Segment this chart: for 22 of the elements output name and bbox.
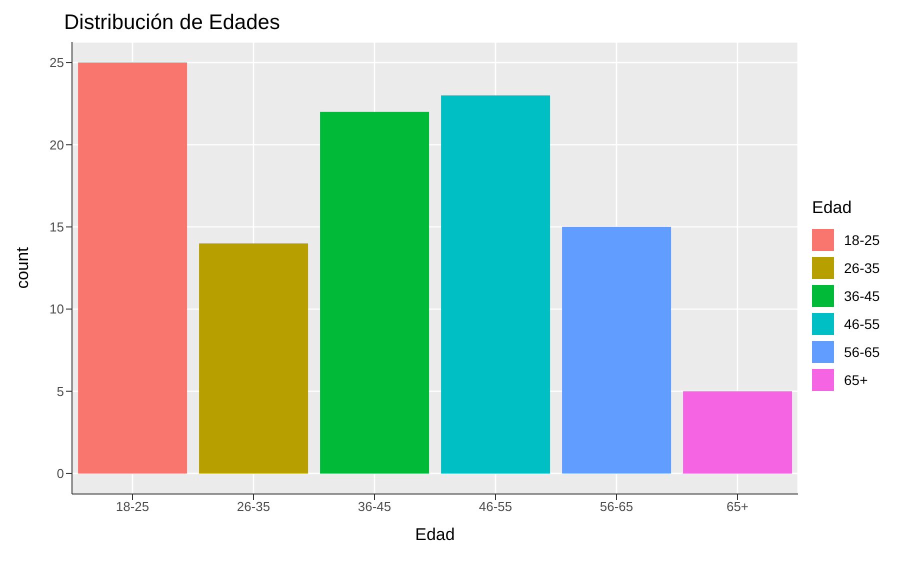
legend-label: 65+: [844, 372, 868, 388]
legend-label: 26-35: [844, 260, 880, 276]
y-tick-label: 0: [56, 466, 64, 482]
x-tick-label: 26-35: [236, 499, 270, 514]
x-tick-label: 36-45: [358, 499, 392, 514]
x-tick-label: 46-55: [478, 499, 512, 514]
x-axis-title: Edad: [415, 525, 455, 544]
y-tick-label: 15: [50, 220, 64, 235]
legend-title: Edad: [812, 198, 853, 218]
y-tick-label: 10: [50, 302, 64, 317]
x-tick-label: 56-65: [600, 499, 634, 514]
y-tick-label: 20: [50, 137, 64, 152]
chart-title: Distribución de Edades: [63, 10, 281, 36]
legend-label: 18-25: [844, 232, 880, 248]
legend-label: 56-65: [844, 344, 880, 360]
x-tick-label: 65+: [726, 499, 749, 514]
y-tick-label: 5: [56, 384, 64, 399]
legend-label: 46-55: [844, 316, 880, 332]
y-axis-title: count: [13, 246, 32, 289]
x-tick-label: 18-25: [116, 499, 150, 514]
y-tick-label: 25: [50, 55, 64, 70]
legend-label: 36-45: [844, 288, 880, 304]
